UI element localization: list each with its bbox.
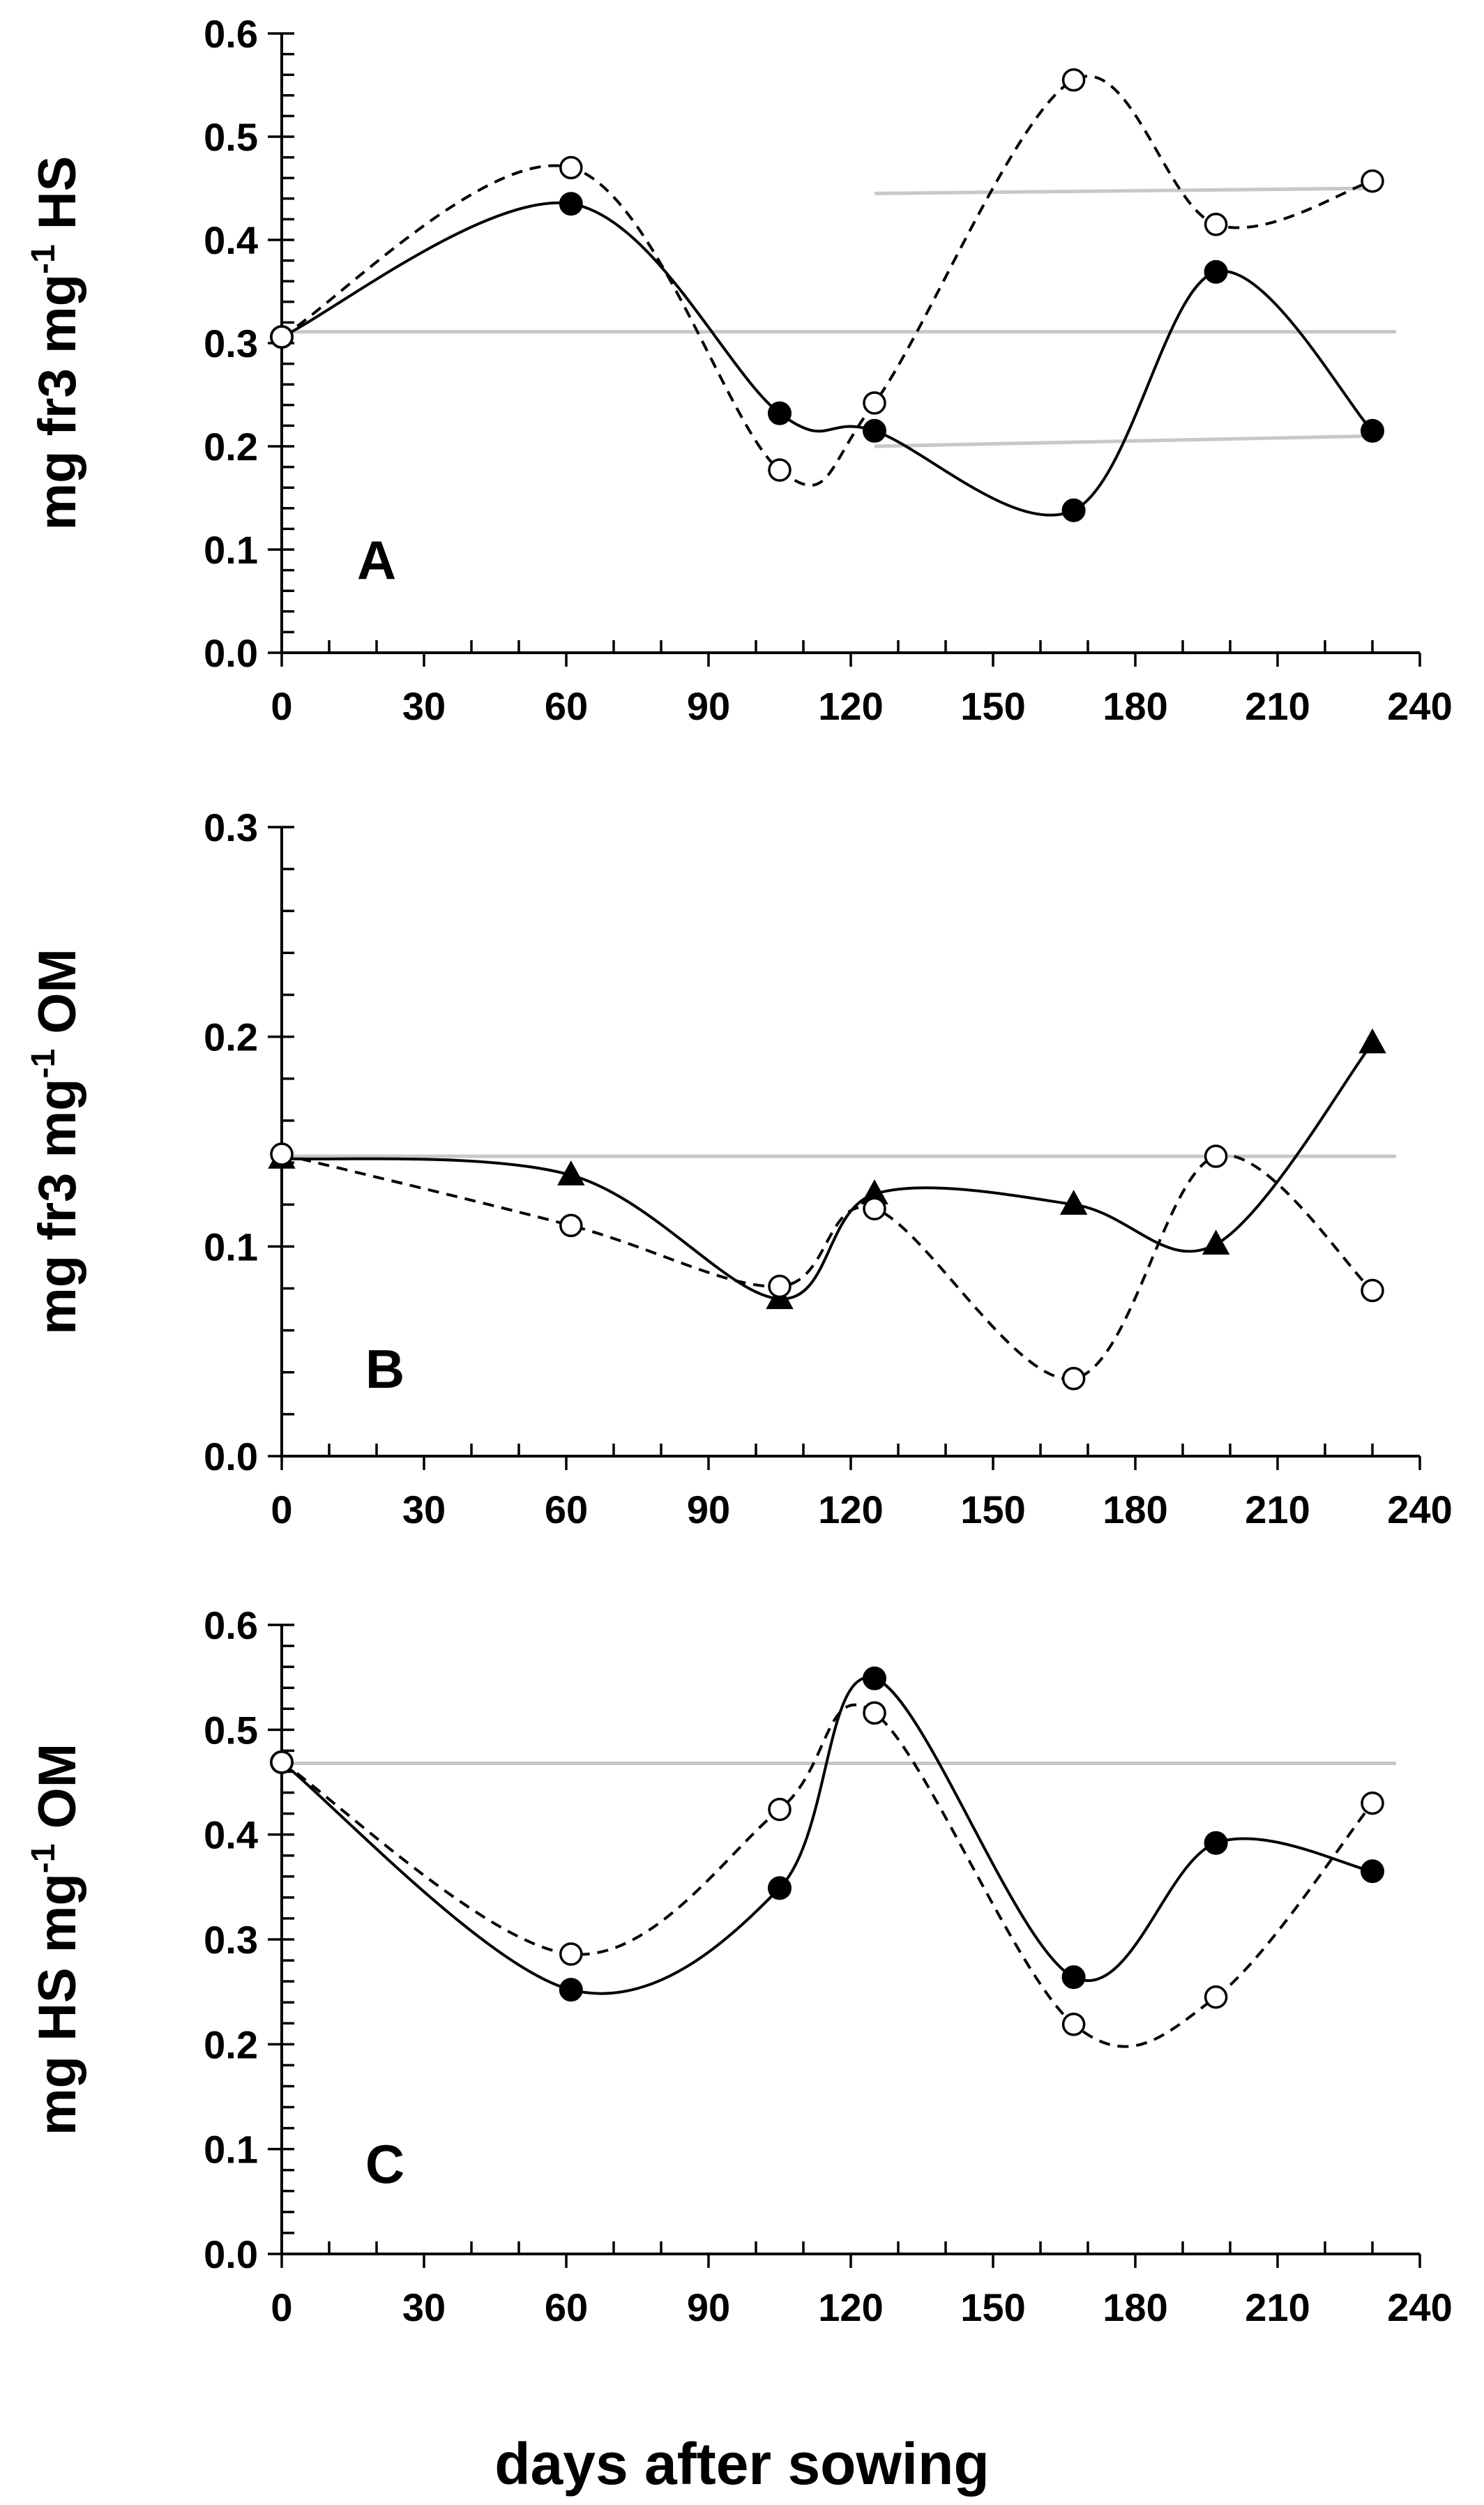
panel-a-filled-circle-point xyxy=(1361,418,1384,443)
panel-c-open-circle-point xyxy=(1204,1985,1228,2009)
panel-b-y-tick-label: 0.1 xyxy=(204,1225,258,1269)
panel-a-open-circle-point xyxy=(768,458,792,482)
panel-a-open-circle-point xyxy=(270,325,294,349)
panel-c-filled-circle-point xyxy=(559,1978,583,2002)
panel-a-filled-circle-point xyxy=(768,401,792,425)
panel-c-y-tick-label: 0.4 xyxy=(204,1813,258,1857)
panel-c-x-tick-label: 150 xyxy=(960,2285,1025,2329)
panel-a-y-tick-label: 0.6 xyxy=(204,12,258,56)
panel-b-open-circle-point xyxy=(863,1197,886,1220)
panel-c-open-circle-point xyxy=(863,1701,886,1725)
panel-c-y-tick-label: 0.6 xyxy=(204,1603,258,1647)
panel-a-y-tick-label: 0.4 xyxy=(204,218,258,262)
panel-a-y-tick-label: 0.5 xyxy=(204,115,258,159)
panel-a-filled-circle-point xyxy=(863,418,886,443)
panel-c-y-tick-label: 0.0 xyxy=(204,2232,258,2276)
panel-b-x-tick-label: 240 xyxy=(1387,1488,1452,1531)
panel-a-y-tick-label: 0.1 xyxy=(204,528,258,572)
panel-b-y-tick-label: 0.0 xyxy=(204,1435,258,1478)
x-axis-title: days after sowing xyxy=(494,2431,990,2497)
panel-a-filled-circle-point xyxy=(1061,498,1086,522)
panel-b-x-tick-label: 150 xyxy=(960,1488,1025,1531)
panel-b-filled-triangle-series-line xyxy=(281,1042,1374,1301)
panel-a-filled-circle-point xyxy=(559,192,583,216)
panel-b-open-circle-point xyxy=(768,1274,792,1299)
panel-b-x-tick-label: 120 xyxy=(818,1488,883,1531)
panel-c-x-tick-label: 60 xyxy=(545,2285,588,2329)
panel-c-open-circle-point xyxy=(1061,2013,1086,2036)
panel-a-open-circle-series-line xyxy=(280,75,1373,487)
panel-c-y-tick-label: 0.1 xyxy=(204,2128,258,2172)
panel-b: 0.0 0.1 0.2 0.3 0 30 60 90 120 150 180 210 240 mg fr3… xyxy=(25,805,1453,1531)
panel-b-x-tick-label: 30 xyxy=(402,1488,446,1531)
panel-a-x-tick-label: 120 xyxy=(818,684,883,728)
panel-c-x-tick-label: 0 xyxy=(271,2285,292,2329)
panel-a-filled-circle-point xyxy=(1204,259,1228,284)
panel-b-filled-triangle-point xyxy=(1358,1028,1386,1054)
panel-b-open-circle-point xyxy=(1361,1278,1384,1303)
panel-b-filled-triangle-point xyxy=(1202,1229,1230,1255)
panel-c-open-circle-point xyxy=(768,1797,792,1822)
panel-a-x-tick-label: 150 xyxy=(960,684,1025,728)
panel-a-open-circle-point xyxy=(1204,213,1228,236)
panel-c-x-tick-label: 120 xyxy=(818,2285,883,2329)
panel-b-open-circle-series-line xyxy=(281,1153,1374,1380)
panel-c-x-tick-label: 30 xyxy=(402,2285,446,2329)
panel-c-filled-circle-point xyxy=(1204,1831,1228,1855)
panel-a-y-axis-title: mg fr3 mg-1 HS xyxy=(25,156,87,531)
panel-c-y-tick-label: 0.3 xyxy=(204,1918,258,1962)
panel-a-y-tick-label: 0.2 xyxy=(204,425,258,469)
panel-b-open-circle-point xyxy=(270,1142,294,1166)
panel-b-x-tick-label: 90 xyxy=(687,1488,730,1531)
panel-c: 0.0 0.1 0.2 0.3 0.4 0.5 0.6 0 30 60 90 120 150 180 210… xyxy=(25,1603,1453,2329)
panel-b-x-tick-label: 210 xyxy=(1245,1488,1310,1531)
panel-a-open-circle-point xyxy=(863,391,886,415)
panel-a-y-tick-label: 0.0 xyxy=(204,631,258,675)
panel-c-y-tick-label: 0.2 xyxy=(204,2022,258,2066)
panel-a-y-tick-label: 0.3 xyxy=(204,321,258,365)
panel-b-x-tick-label: 0 xyxy=(271,1488,292,1531)
panel-c-open-circle-point xyxy=(559,1942,583,1966)
panel-b-filled-triangle-point xyxy=(557,1160,585,1186)
panel-c-x-tick-label: 180 xyxy=(1103,2285,1167,2329)
panel-a-filled-circle-series-line xyxy=(281,201,1374,517)
panel-a-letter: A xyxy=(357,529,396,591)
panel-a-x-tick-label: 0 xyxy=(271,684,292,728)
panel-c-x-tick-label: 240 xyxy=(1387,2285,1452,2329)
panel-b-y-tick-label: 0.2 xyxy=(204,1015,258,1059)
panel-c-open-circle-point xyxy=(270,1750,294,1774)
panel-a: 0.0 0.1 0.2 0.3 0.4 0.5 0.6 0 30 60 90 120 150 180 210… xyxy=(25,12,1453,728)
panel-b-x-tick-label: 60 xyxy=(545,1488,588,1531)
panel-b-y-axis-title: mg fr3 mg-1 OM xyxy=(25,948,87,1335)
panel-a-x-tick-label: 60 xyxy=(545,684,588,728)
panel-a-x-tick-label: 90 xyxy=(687,684,730,728)
panel-b-letter: B xyxy=(365,1338,404,1400)
panel-a-x-tick-label: 30 xyxy=(402,684,446,728)
panel-c-letter: C xyxy=(365,2133,404,2195)
panel-c-filled-circle-point xyxy=(768,1876,792,1900)
panel-a-open-circle-point xyxy=(1061,68,1086,92)
panel-b-open-circle-point xyxy=(559,1213,583,1238)
panel-c-y-tick-label: 0.5 xyxy=(204,1708,258,1752)
panel-c-y-axis-title: mg HS mg-1 OM xyxy=(25,1743,87,2135)
panel-c-filled-circle-point xyxy=(1361,1859,1384,1884)
panel-c-filled-circle-point xyxy=(1061,1965,1086,1990)
panel-a-reference-line-2 xyxy=(874,186,1373,195)
panel-a-x-tick-label: 180 xyxy=(1103,684,1167,728)
panel-a-x-tick-label: 240 xyxy=(1387,684,1452,728)
panel-a-open-circle-point xyxy=(559,156,583,180)
panel-c-open-circle-point xyxy=(1361,1791,1384,1815)
panel-c-x-tick-label: 90 xyxy=(687,2285,730,2329)
panel-a-open-circle-point xyxy=(1361,169,1384,193)
panel-b-y-tick-label: 0.3 xyxy=(204,805,258,849)
panel-c-filled-circle-point xyxy=(863,1666,886,1690)
panel-b-filled-triangle-point xyxy=(1059,1190,1088,1215)
panel-c-x-tick-label: 210 xyxy=(1245,2285,1310,2329)
panel-b-x-tick-label: 180 xyxy=(1103,1488,1167,1531)
panel-a-x-tick-label: 210 xyxy=(1245,684,1310,728)
panel-b-open-circle-point xyxy=(1061,1367,1086,1391)
panel-b-open-circle-point xyxy=(1204,1144,1228,1168)
